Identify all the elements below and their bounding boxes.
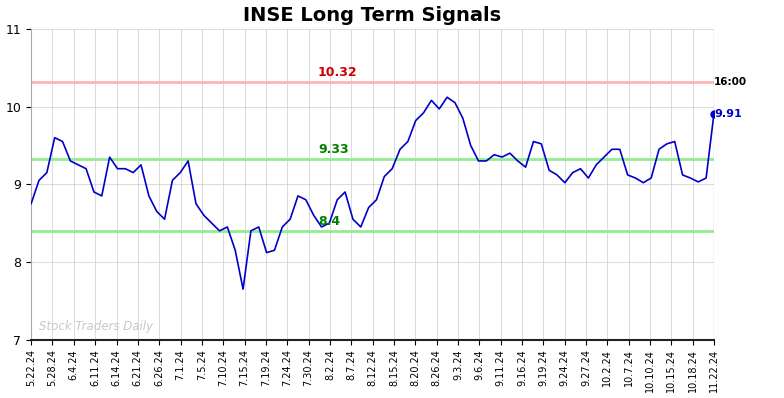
Text: 8.4: 8.4 [318, 215, 340, 228]
Text: 9.33: 9.33 [318, 143, 349, 156]
Text: 16:00: 16:00 [714, 77, 747, 87]
Title: INSE Long Term Signals: INSE Long Term Signals [244, 6, 502, 25]
Text: Stock Traders Daily: Stock Traders Daily [39, 320, 153, 334]
Text: 9.91: 9.91 [714, 109, 742, 119]
Text: 10.32: 10.32 [318, 66, 358, 79]
